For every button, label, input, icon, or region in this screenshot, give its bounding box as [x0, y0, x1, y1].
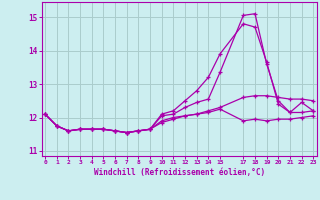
- X-axis label: Windchill (Refroidissement éolien,°C): Windchill (Refroidissement éolien,°C): [94, 168, 265, 177]
